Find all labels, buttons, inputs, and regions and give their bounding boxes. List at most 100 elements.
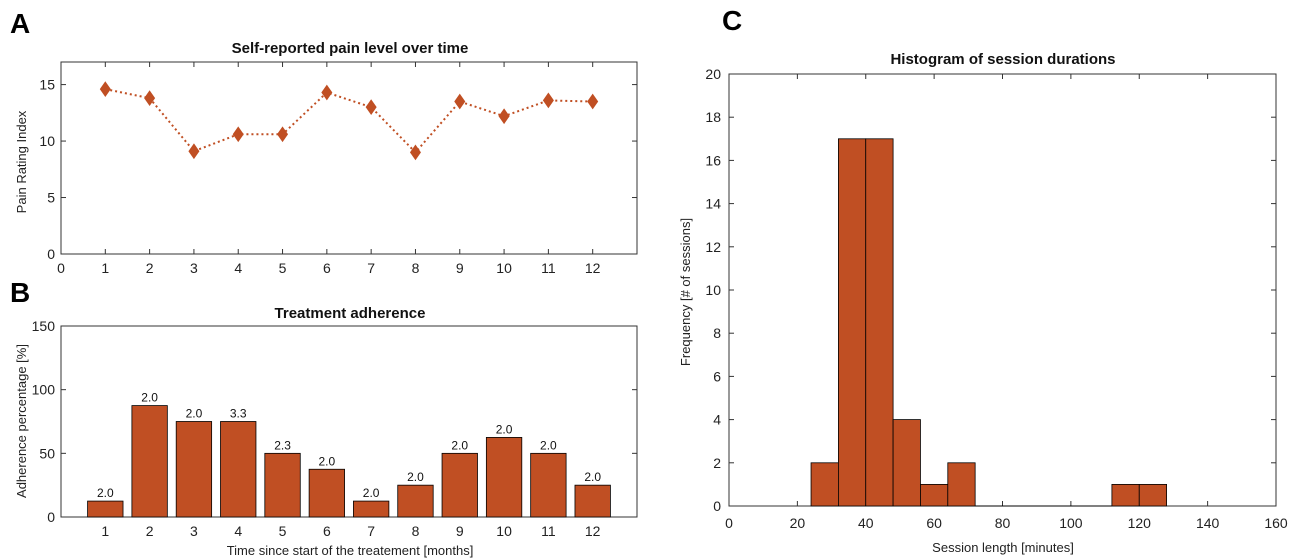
chart-a-marks xyxy=(99,81,599,161)
chart-b-bar xyxy=(485,437,523,518)
chart-c-bin xyxy=(1138,483,1168,507)
chart-c-xtick-label: 20 xyxy=(790,515,806,531)
chart-b-ytick-label: 150 xyxy=(32,318,56,334)
chart-b-data-label: 3.3 xyxy=(230,407,247,421)
chart-a-xtick-label: 4 xyxy=(234,260,242,276)
panel-letter-a: A xyxy=(10,8,30,39)
chart-a-xtick-label: 2 xyxy=(146,260,154,276)
chart-c-xtick-label: 80 xyxy=(995,515,1011,531)
chart-b-xtick-label: 12 xyxy=(585,523,601,539)
chart-c-marks xyxy=(810,138,1168,507)
chart-c-ytick-label: 10 xyxy=(705,282,721,298)
chart-a-point xyxy=(409,144,421,161)
chart-b-bar xyxy=(87,500,124,518)
chart-b-title: Treatment adherence xyxy=(275,305,426,322)
chart-c-ylabel: Frequency [# of sessions] xyxy=(678,218,693,366)
chart-b-xtick-label: 5 xyxy=(279,523,287,539)
chart-b-xtick-label: 3 xyxy=(190,523,198,539)
chart-a-xtick-label: 7 xyxy=(367,260,375,276)
chart-c-xlabel: Session length [minutes] xyxy=(932,540,1074,555)
chart-a-xtick-label: 10 xyxy=(496,260,512,276)
chart-b-xtick-label: 10 xyxy=(496,523,512,539)
chart-b-data-label: 2.0 xyxy=(363,486,380,500)
chart-b-data-label: 2.0 xyxy=(540,438,557,452)
chart-b-xtick-label: 4 xyxy=(234,523,242,539)
chart-a-xtick-label: 9 xyxy=(456,260,464,276)
chart-b-ytick-label: 50 xyxy=(39,445,55,461)
chart-b: Treatment adherence Adherence percentage… xyxy=(14,305,638,558)
chart-b-frame xyxy=(60,325,638,518)
chart-b-xtick-label: 6 xyxy=(323,523,331,539)
chart-c-xtick-label: 100 xyxy=(1059,515,1083,531)
chart-a-point xyxy=(144,90,156,107)
chart-b-xtick-label: 2 xyxy=(146,523,154,539)
chart-c-bin xyxy=(810,462,839,507)
chart-a-ytick-label: 0 xyxy=(47,246,55,262)
chart-b-bar xyxy=(220,421,257,518)
chart-c-ytick-label: 0 xyxy=(713,498,721,514)
chart-a-frame xyxy=(60,61,638,255)
chart-c-xtick-label: 60 xyxy=(926,515,942,531)
chart-c-ytick-label: 4 xyxy=(713,412,721,428)
chart-b-xtick-label: 9 xyxy=(456,523,464,539)
chart-c-ytick-label: 12 xyxy=(705,239,721,255)
chart-a-xtick-label: 12 xyxy=(585,260,601,276)
chart-a-ylabel: Pain Rating Index xyxy=(14,110,29,213)
chart-c: Histogram of session durations Frequency… xyxy=(678,51,1288,555)
chart-c-xtick-label: 120 xyxy=(1128,515,1152,531)
chart-b-data-label: 2.0 xyxy=(496,422,513,436)
chart-c-axes: 0 20 40 60 80 100 120 140 160 0 2 4 6 8 10 12 14 16 18 20 xyxy=(705,66,1287,531)
chart-b-bar xyxy=(353,500,390,518)
chart-a-point xyxy=(277,126,289,143)
panel-letter-c: C xyxy=(722,5,742,36)
chart-c-title: Histogram of session durations xyxy=(890,51,1115,68)
chart-a-xtick-label: 5 xyxy=(279,260,287,276)
chart-a-title: Self-reported pain level over time xyxy=(232,40,469,57)
chart-c-bin xyxy=(838,138,867,507)
chart-c-bin xyxy=(865,138,894,507)
chart-a-point xyxy=(587,93,599,110)
chart-b-bar xyxy=(308,468,345,518)
chart-b-xtick-label: 11 xyxy=(541,523,556,539)
chart-c-ytick-label: 18 xyxy=(705,109,721,125)
chart-b-data-label: 2.0 xyxy=(451,438,468,452)
chart-b-data-label: 2.0 xyxy=(319,454,336,468)
chart-c-bin xyxy=(1111,483,1140,507)
chart-c-xtick-label: 0 xyxy=(725,515,733,531)
chart-b-data-label: 2.0 xyxy=(584,470,601,484)
chart-a-ytick-label: 15 xyxy=(39,77,55,93)
chart-b-bar xyxy=(397,484,434,518)
chart-c-ytick-label: 20 xyxy=(705,66,721,82)
chart-c-bin xyxy=(892,419,921,507)
chart-b-xtick-label: 1 xyxy=(101,523,109,539)
chart-a-point xyxy=(454,93,466,110)
chart-b-ytick-label: 100 xyxy=(32,382,56,398)
chart-b-bar xyxy=(131,405,168,518)
chart-b-data-label: 2.0 xyxy=(407,470,424,484)
chart-a-xtick-label: 3 xyxy=(190,260,198,276)
chart-b-xtick-label: 7 xyxy=(367,523,375,539)
chart-a-point xyxy=(498,108,510,125)
chart-b-data-label: 2.3 xyxy=(274,438,291,452)
chart-c-xtick-label: 160 xyxy=(1264,515,1288,531)
chart-a-xtick-label: 11 xyxy=(541,260,556,276)
chart-b-data-label: 2.0 xyxy=(97,486,114,500)
chart-a: Self-reported pain level over time Pain … xyxy=(14,40,638,276)
chart-b-xlabel: Time since start of the treatement [mont… xyxy=(227,543,474,558)
chart-c-ytick-label: 16 xyxy=(705,152,721,168)
chart-b-bar xyxy=(574,484,611,518)
chart-b-data-label: 2.0 xyxy=(141,391,158,405)
chart-c-ytick-label: 2 xyxy=(713,455,721,471)
chart-a-point xyxy=(99,81,111,97)
chart-a-point xyxy=(188,143,200,160)
chart-c-xtick-label: 40 xyxy=(858,515,874,531)
chart-b-ylabel: Adherence percentage [%] xyxy=(14,344,29,498)
chart-c-xtick-label: 140 xyxy=(1196,515,1220,531)
chart-b-xtick-label: 8 xyxy=(412,523,420,539)
chart-a-series-line xyxy=(105,88,593,154)
chart-b-ytick-label: 0 xyxy=(47,509,55,525)
chart-c-bin xyxy=(947,462,976,507)
chart-b-bar xyxy=(441,452,478,518)
